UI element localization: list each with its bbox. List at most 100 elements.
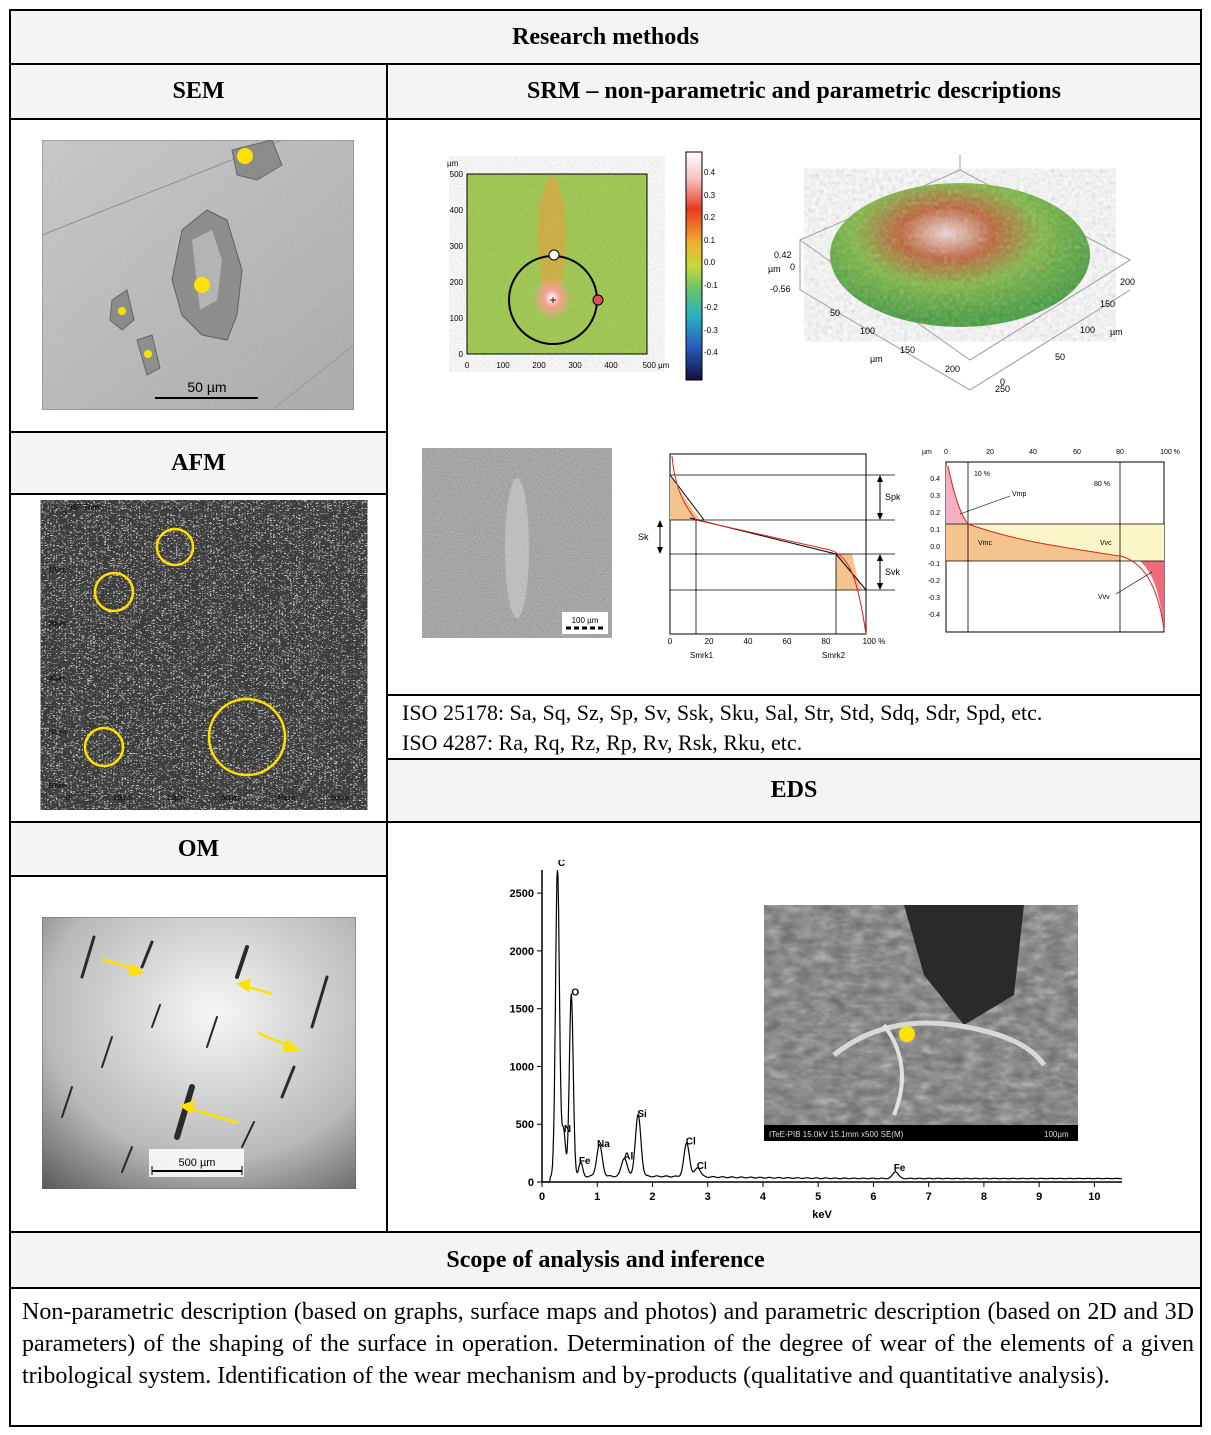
- abbott-sk-label: Sk: [638, 532, 649, 542]
- surface3d-y-tick: 0: [1000, 377, 1005, 387]
- srm-header: SRM – non-parametric and parametric desc…: [388, 65, 1200, 118]
- eds-inset-scale: 100µm: [1044, 1130, 1069, 1139]
- afm-y-tick: 20µm: [48, 621, 66, 628]
- abbott-x-tick: 20: [705, 637, 714, 646]
- surface3d-y-tick: 200: [1120, 277, 1135, 287]
- surface3d-z-tick: -0.56: [770, 284, 791, 294]
- map-y-tick: 500: [450, 170, 464, 179]
- colorbar-tick: 0.2: [704, 213, 716, 222]
- colorbar-tick: -0.3: [704, 325, 718, 335]
- afm-x-tick: 30µm: [221, 795, 239, 802]
- svg-text:+: +: [549, 293, 556, 307]
- afm-y-tick: 30µm: [48, 675, 66, 682]
- eds-peak-label: Na: [597, 1139, 610, 1150]
- eds-x-tick: 6: [870, 1191, 876, 1203]
- map-x-tick: 100: [496, 361, 510, 370]
- srm-3d-surface: 0.42 µm 0 -0.56 50 100 150 200 250 µm 0 …: [768, 155, 1135, 394]
- map-x-tick: 0: [465, 361, 470, 370]
- volume-y-tick: -0.3: [928, 595, 940, 602]
- afm-x-tick: 10µm: [113, 795, 131, 802]
- sem-micrograph: 50 µm: [42, 140, 354, 410]
- volume-x-tick: 60: [1073, 449, 1081, 456]
- eds-y-tick: 1500: [510, 1004, 534, 1016]
- volume-p10-label: 10 %: [974, 471, 990, 478]
- colorbar-tick: 0.3: [704, 190, 716, 200]
- afm-y-tick: 0: [62, 511, 66, 518]
- colorbar-tick: -0.4: [704, 348, 718, 357]
- eds-x-tick: 4: [760, 1191, 767, 1203]
- volume-x-tick: 40: [1029, 449, 1037, 456]
- eds-inset-caption: ITeE-PIB 15.0kV 15.1mm x500 SE(M): [769, 1130, 904, 1139]
- surface3d-z-tick: 0: [790, 262, 795, 272]
- gray-scale-label: 100 µm: [572, 616, 599, 625]
- eds-peak-label: Cl: [697, 1161, 707, 1172]
- volume-y-tick: 0.2: [930, 510, 940, 517]
- iso-25178-line: ISO 25178: Sa, Sq, Sz, Sp, Sv, Ssk, Sku,…: [402, 700, 1043, 725]
- volume-x-tick: 0: [944, 449, 948, 456]
- map-y-tick: 400: [450, 206, 464, 215]
- surface3d-y-tick: 150: [1100, 299, 1115, 309]
- sem-header: SEM: [11, 65, 386, 118]
- afm-z-label: 987.7nm: [68, 503, 99, 512]
- srm-height-map: + µm 500 400 300 200 100 0 0 100 200 300…: [447, 151, 703, 381]
- colorbar-ticks: 0.4 0.3 0.2 0.1 0.0 -0.1 -0.2 -0.3 -0.4: [704, 162, 718, 365]
- map-x-tick: 200: [532, 361, 546, 370]
- sem-scale-label: 50 µm: [187, 379, 226, 395]
- map-x-tick: 400: [604, 361, 618, 370]
- abbott-x-tick: 80: [822, 637, 831, 646]
- abbott-curve-chart: Spk Svk Sk 0 20 40 60 80 100 % Smrk1 Smr…: [638, 453, 900, 660]
- colorbar-tick: 0.1: [704, 235, 716, 245]
- eds-header: EDS: [388, 760, 1200, 821]
- surface3d-z-tick: 0.42: [774, 250, 792, 260]
- abbott-x-tick: 60: [783, 637, 792, 646]
- volume-y-tick: 0.4: [930, 476, 940, 483]
- eds-x-tick: 10: [1088, 1191, 1100, 1203]
- abbott-smrk2-label: Smrk2: [822, 651, 846, 660]
- eds-x-label: keV: [812, 1209, 832, 1221]
- volume-params-chart: µm 0 20 40 60 80 100 % 0.4 0.3 0.2 0.1 0…: [922, 449, 1180, 633]
- eds-peak-label: Cl: [686, 1136, 696, 1147]
- map-y-tick: 0: [459, 350, 464, 359]
- surface3d-z-unit: µm: [768, 264, 781, 274]
- map-y-tick: 200: [450, 278, 464, 287]
- surface3d-x-tick: 150: [900, 345, 915, 355]
- colorbar-tick: 0.0: [704, 258, 716, 267]
- eds-peak-label: N: [564, 1124, 571, 1135]
- volume-unit: µm: [922, 449, 932, 456]
- map-y-tick: 300: [450, 242, 464, 251]
- eds-peak-label: Al: [623, 1152, 633, 1163]
- eds-peak-label: O: [571, 987, 579, 998]
- map-y-tick: 100: [450, 314, 464, 323]
- eds-x-tick: 9: [1036, 1191, 1042, 1203]
- map-x-tick: 500 µm: [643, 361, 670, 370]
- eds-x-tick: 1: [594, 1191, 600, 1203]
- om-micrograph: 500 µm: [42, 917, 356, 1189]
- surface3d-x-tick: 100: [860, 326, 875, 336]
- afm-y-tick: 10µm: [48, 567, 66, 574]
- eds-peak-label: Fe: [894, 1163, 906, 1174]
- srm-grayscale-map: 100 µm: [422, 448, 612, 638]
- table-title: Research methods: [11, 11, 1200, 63]
- abbott-x-tick: 40: [744, 637, 753, 646]
- eds-y-tick: 500: [516, 1119, 534, 1131]
- volume-x-tick: 20: [986, 449, 994, 456]
- volume-vmp-label: Vmp: [1012, 491, 1027, 498]
- volume-vvc-label: Vvc: [1100, 540, 1112, 547]
- colorbar-tick: 0.4: [704, 168, 716, 177]
- afm-y-tick: 50µm: [48, 783, 66, 790]
- volume-vvv-label: Vvv: [1098, 594, 1110, 601]
- om-header: OM: [11, 823, 386, 875]
- volume-y-tick: -0.2: [928, 578, 940, 585]
- surface3d-x-tick: 50: [830, 308, 840, 318]
- volume-y-tick: -0.4: [928, 612, 940, 619]
- scope-text: Non-parametric description (based on gra…: [22, 1299, 1194, 1389]
- afm-map: 987.7nm 0 10µm 20µm 30µm 40µm 50µm 0 10µ…: [48, 503, 349, 802]
- volume-vmc-label: Vmc: [978, 540, 993, 547]
- volume-x-tick: 100 %: [1160, 449, 1180, 456]
- abbott-x-tick: 0: [668, 637, 673, 646]
- eds-peak-label: Si: [637, 1109, 647, 1120]
- eds-y-tick: 1000: [510, 1061, 534, 1073]
- eds-peak-label: Fe: [579, 1156, 591, 1167]
- afm-x-tick: 50µm: [331, 795, 349, 802]
- volume-p80-label: 80 %: [1094, 481, 1110, 488]
